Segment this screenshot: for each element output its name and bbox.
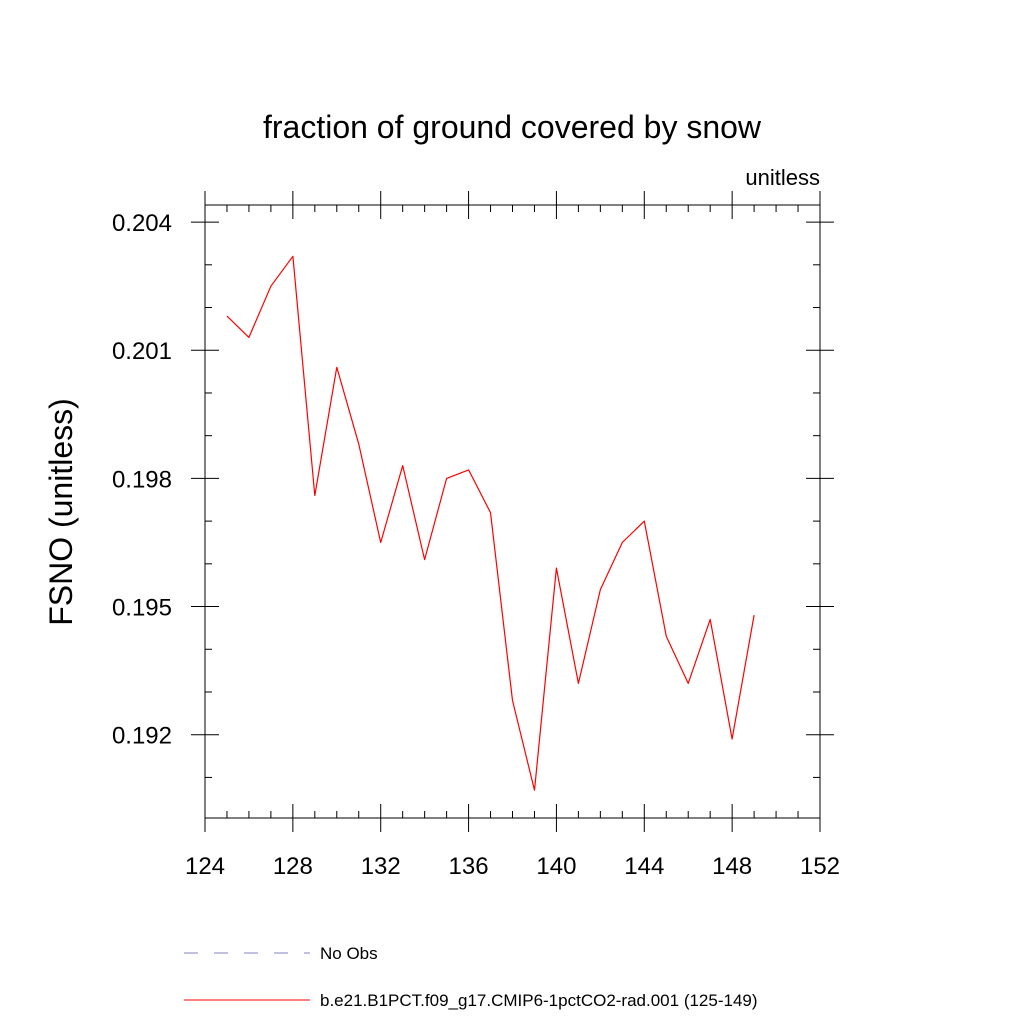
chart-title: fraction of ground covered by snow (263, 109, 762, 145)
series-line (226, 255, 755, 791)
x-axis: 124 128 132 136 140 144 148 152 (185, 191, 840, 880)
x-tick-label: 144 (624, 853, 664, 880)
series-layer (226, 255, 755, 791)
x-tick-label: 136 (449, 853, 489, 880)
y-axis: 0.192 0.195 0.198 0.201 0.204 (112, 210, 834, 778)
y-axis-title: FSNO (unitless) (43, 398, 79, 626)
legend-label: No Obs (320, 944, 378, 963)
y-tick-label: 0.201 (112, 338, 172, 365)
legend-label: b.e21.B1PCT.f09_g17.CMIP6-1pctCO2-rad.00… (320, 991, 758, 1010)
units-label: unitless (745, 165, 820, 190)
plot-frame (204, 204, 821, 819)
x-tick-label: 152 (800, 853, 840, 880)
y-tick-label: 0.195 (112, 595, 172, 622)
x-tick-label: 140 (536, 853, 576, 880)
y-tick-label: 0.204 (112, 210, 172, 237)
x-tick-label: 124 (185, 853, 225, 880)
x-tick-label: 128 (273, 853, 313, 880)
legend: No Obs b.e21.B1PCT.f09_g17.CMIP6-1pctCO2-… (184, 944, 758, 1010)
y-tick-label: 0.198 (112, 466, 172, 493)
y-tick-label: 0.192 (112, 723, 172, 750)
x-tick-label: 148 (712, 853, 752, 880)
x-tick-label: 132 (361, 853, 401, 880)
